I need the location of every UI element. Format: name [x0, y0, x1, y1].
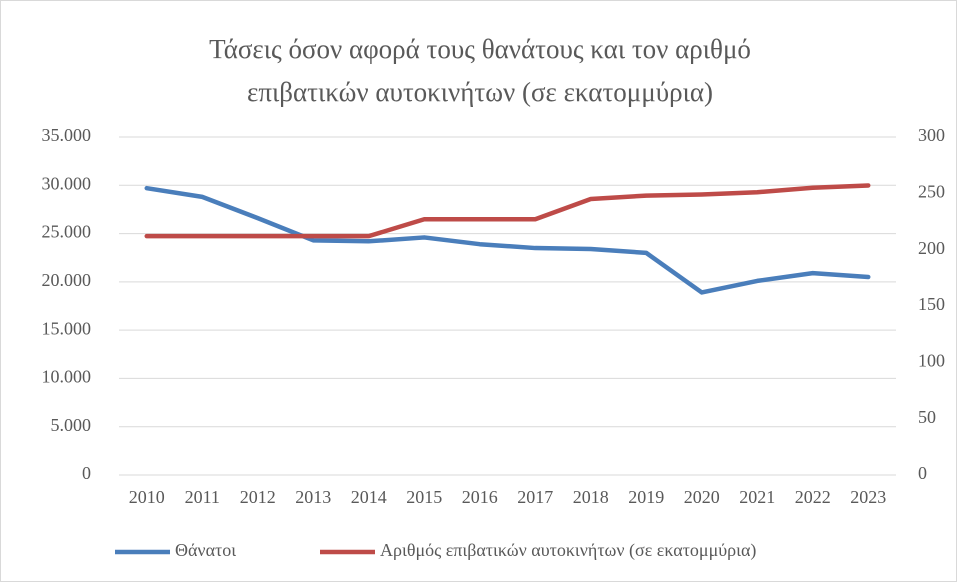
y-tick-label: 30.000 — [42, 173, 92, 193]
y2-tick-label: 0 — [918, 463, 927, 483]
y2-tick-label: 100 — [918, 350, 945, 370]
series-line — [144, 185, 871, 295]
x-tick-label: 2017 — [517, 487, 553, 507]
x-tick-label: 2010 — [129, 487, 165, 507]
x-tick-label: 2020 — [684, 487, 720, 507]
y-tick-label: 5.000 — [51, 415, 92, 435]
y2-tick-label: 200 — [918, 238, 945, 258]
x-tick-label: 2016 — [462, 487, 498, 507]
x-tick-label: 2023 — [850, 487, 886, 507]
x-tick-label: 2013 — [295, 487, 331, 507]
y-tick-label: 0 — [82, 463, 91, 483]
y-tick-label: 15.000 — [42, 318, 92, 338]
legend-label: Θάνατοι — [175, 540, 236, 560]
y2-tick-label: 150 — [918, 294, 945, 314]
x-tick-label: 2014 — [351, 487, 387, 507]
x-tick-label: 2015 — [406, 487, 442, 507]
y-tick-label: 20.000 — [42, 270, 92, 290]
y2-tick-label: 300 — [918, 125, 945, 145]
x-tick-label: 2011 — [185, 487, 220, 507]
x-tick-label: 2022 — [795, 487, 831, 507]
chart-title: Τάσεις όσον αφορά τους θανάτους και τον … — [209, 34, 751, 107]
x-tick-label: 2021 — [739, 487, 775, 507]
y2-tick-label: 250 — [918, 181, 945, 201]
y-tick-label: 25.000 — [42, 222, 92, 242]
y2-tick-label: 50 — [918, 407, 936, 427]
legend-label: Αριθμός επιβατικών αυτοκινήτων (σε εκατο… — [380, 540, 756, 561]
x-tick-label: 2019 — [628, 487, 664, 507]
y-tick-label: 10.000 — [42, 367, 92, 387]
x-tick-label: 2018 — [573, 487, 609, 507]
y-tick-label: 35.000 — [42, 125, 92, 145]
series-line — [144, 183, 871, 239]
x-tick-label: 2012 — [240, 487, 276, 507]
